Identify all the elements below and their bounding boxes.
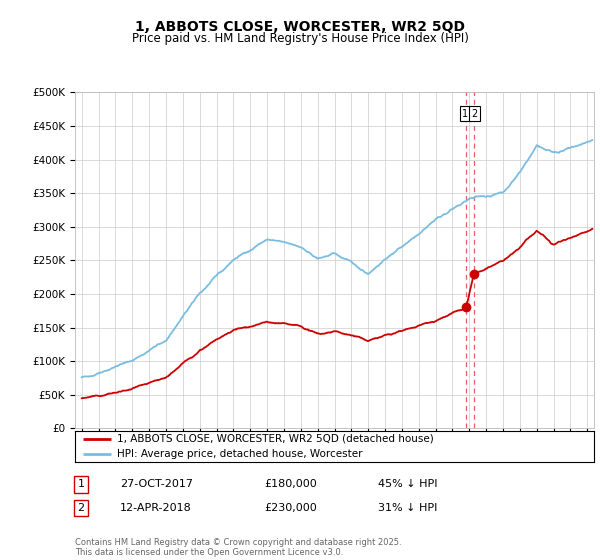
Text: £230,000: £230,000 <box>264 503 317 513</box>
Text: 12-APR-2018: 12-APR-2018 <box>120 503 192 513</box>
Text: Contains HM Land Registry data © Crown copyright and database right 2025.
This d: Contains HM Land Registry data © Crown c… <box>75 538 401 557</box>
Text: 1: 1 <box>77 479 85 489</box>
Text: 1, ABBOTS CLOSE, WORCESTER, WR2 5QD (detached house): 1, ABBOTS CLOSE, WORCESTER, WR2 5QD (det… <box>116 434 433 444</box>
Text: HPI: Average price, detached house, Worcester: HPI: Average price, detached house, Worc… <box>116 449 362 459</box>
Text: 1, ABBOTS CLOSE, WORCESTER, WR2 5QD: 1, ABBOTS CLOSE, WORCESTER, WR2 5QD <box>135 20 465 34</box>
Text: 45% ↓ HPI: 45% ↓ HPI <box>378 479 437 489</box>
Text: 1: 1 <box>463 109 469 119</box>
Text: Price paid vs. HM Land Registry's House Price Index (HPI): Price paid vs. HM Land Registry's House … <box>131 32 469 45</box>
Text: 2: 2 <box>77 503 85 513</box>
Text: 31% ↓ HPI: 31% ↓ HPI <box>378 503 437 513</box>
Text: 2: 2 <box>472 109 478 119</box>
Text: 27-OCT-2017: 27-OCT-2017 <box>120 479 193 489</box>
Text: £180,000: £180,000 <box>264 479 317 489</box>
